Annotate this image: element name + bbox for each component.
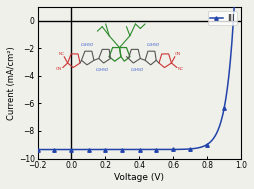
Legend: III: III (208, 11, 237, 25)
X-axis label: Voltage (V): Voltage (V) (114, 173, 164, 182)
Y-axis label: Current (mA/cm²): Current (mA/cm²) (7, 46, 16, 120)
